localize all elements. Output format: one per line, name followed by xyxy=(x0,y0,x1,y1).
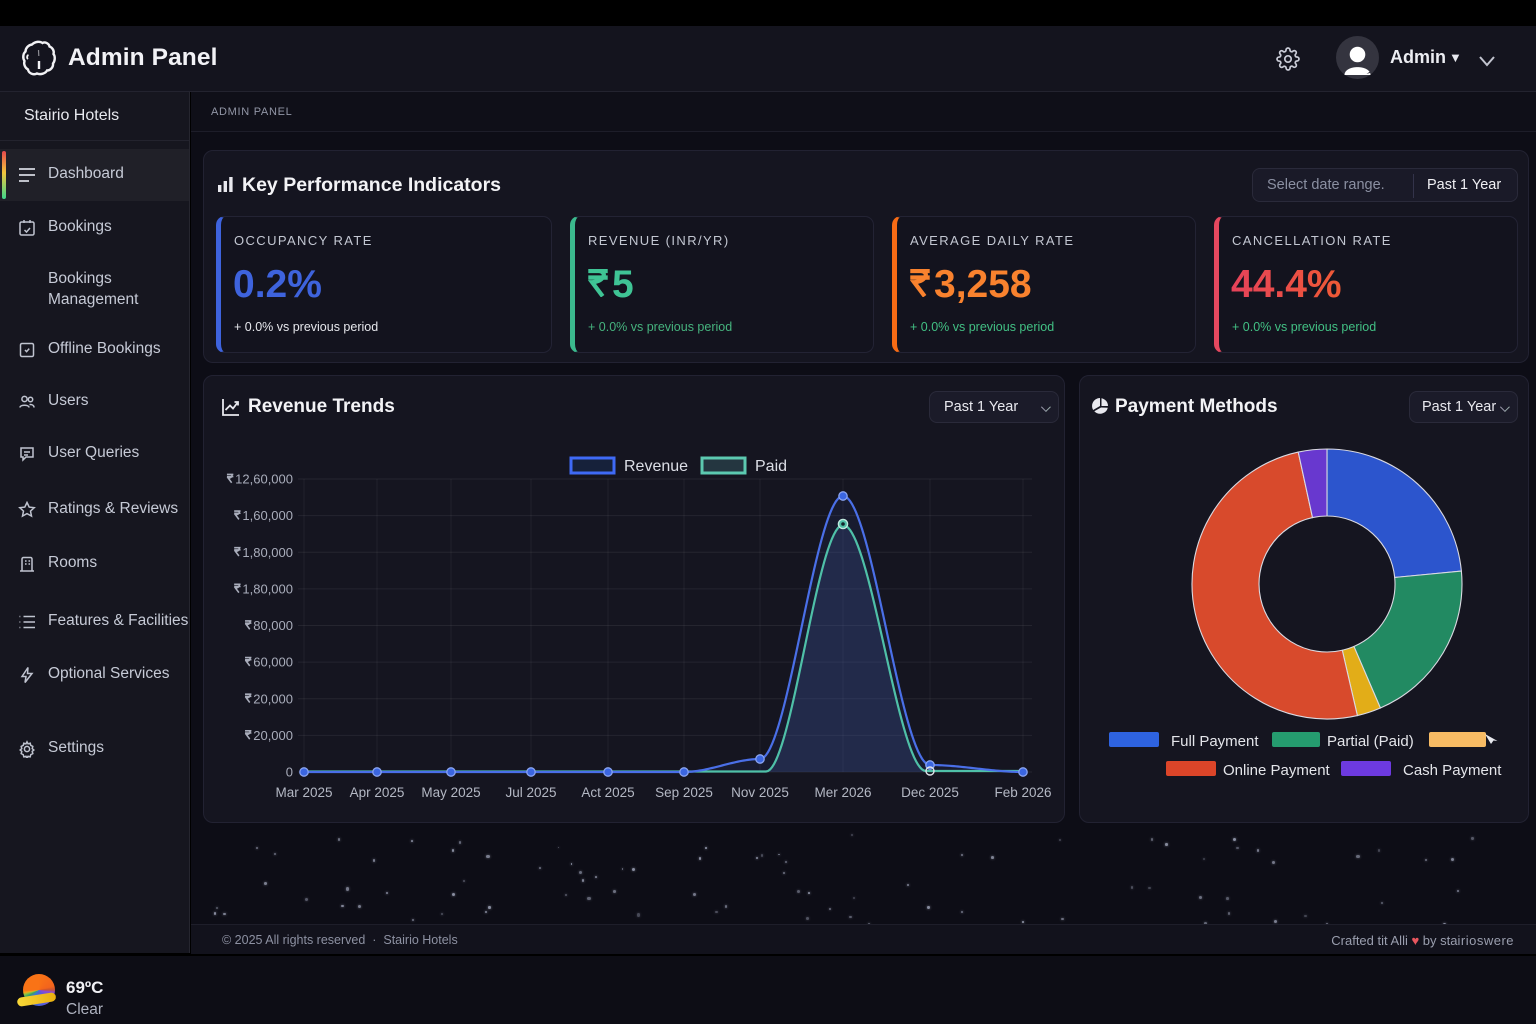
svg-text:80,000: 80,000 xyxy=(253,618,293,633)
svg-text:Partial (Paid): Partial (Paid) xyxy=(1327,733,1414,750)
svg-text:60,000: 60,000 xyxy=(253,655,293,670)
svg-text:Paid: Paid xyxy=(755,458,787,475)
svg-text:Jul 2025: Jul 2025 xyxy=(505,785,556,800)
svg-text:1,80,000: 1,80,000 xyxy=(242,581,293,596)
svg-text:Mer 2026: Mer 2026 xyxy=(814,785,871,800)
svg-text:Online Payment: Online Payment xyxy=(1223,762,1331,779)
svg-text:Apr 2025: Apr 2025 xyxy=(350,785,405,800)
svg-text:1,60,000: 1,60,000 xyxy=(242,508,293,523)
svg-text:Mar 2025: Mar 2025 xyxy=(275,785,332,800)
svg-text:Act 2025: Act 2025 xyxy=(581,785,634,800)
svg-text:20,000: 20,000 xyxy=(253,691,293,706)
svg-text:Full Payment: Full Payment xyxy=(1171,733,1259,750)
svg-text:Nov 2025: Nov 2025 xyxy=(731,785,789,800)
svg-text:20,000: 20,000 xyxy=(253,728,293,743)
svg-text:1,80,000: 1,80,000 xyxy=(242,545,293,560)
svg-text:Sep 2025: Sep 2025 xyxy=(655,785,713,800)
svg-text:Revenue: Revenue xyxy=(624,458,688,475)
svg-text:0: 0 xyxy=(286,765,293,780)
svg-text:12,60,000: 12,60,000 xyxy=(235,472,293,487)
svg-text:May 2025: May 2025 xyxy=(421,785,480,800)
svg-text:Cash Payment: Cash Payment xyxy=(1403,762,1502,779)
svg-text:Dec 2025: Dec 2025 xyxy=(901,785,959,800)
svg-text:Feb 2026: Feb 2026 xyxy=(994,785,1051,800)
